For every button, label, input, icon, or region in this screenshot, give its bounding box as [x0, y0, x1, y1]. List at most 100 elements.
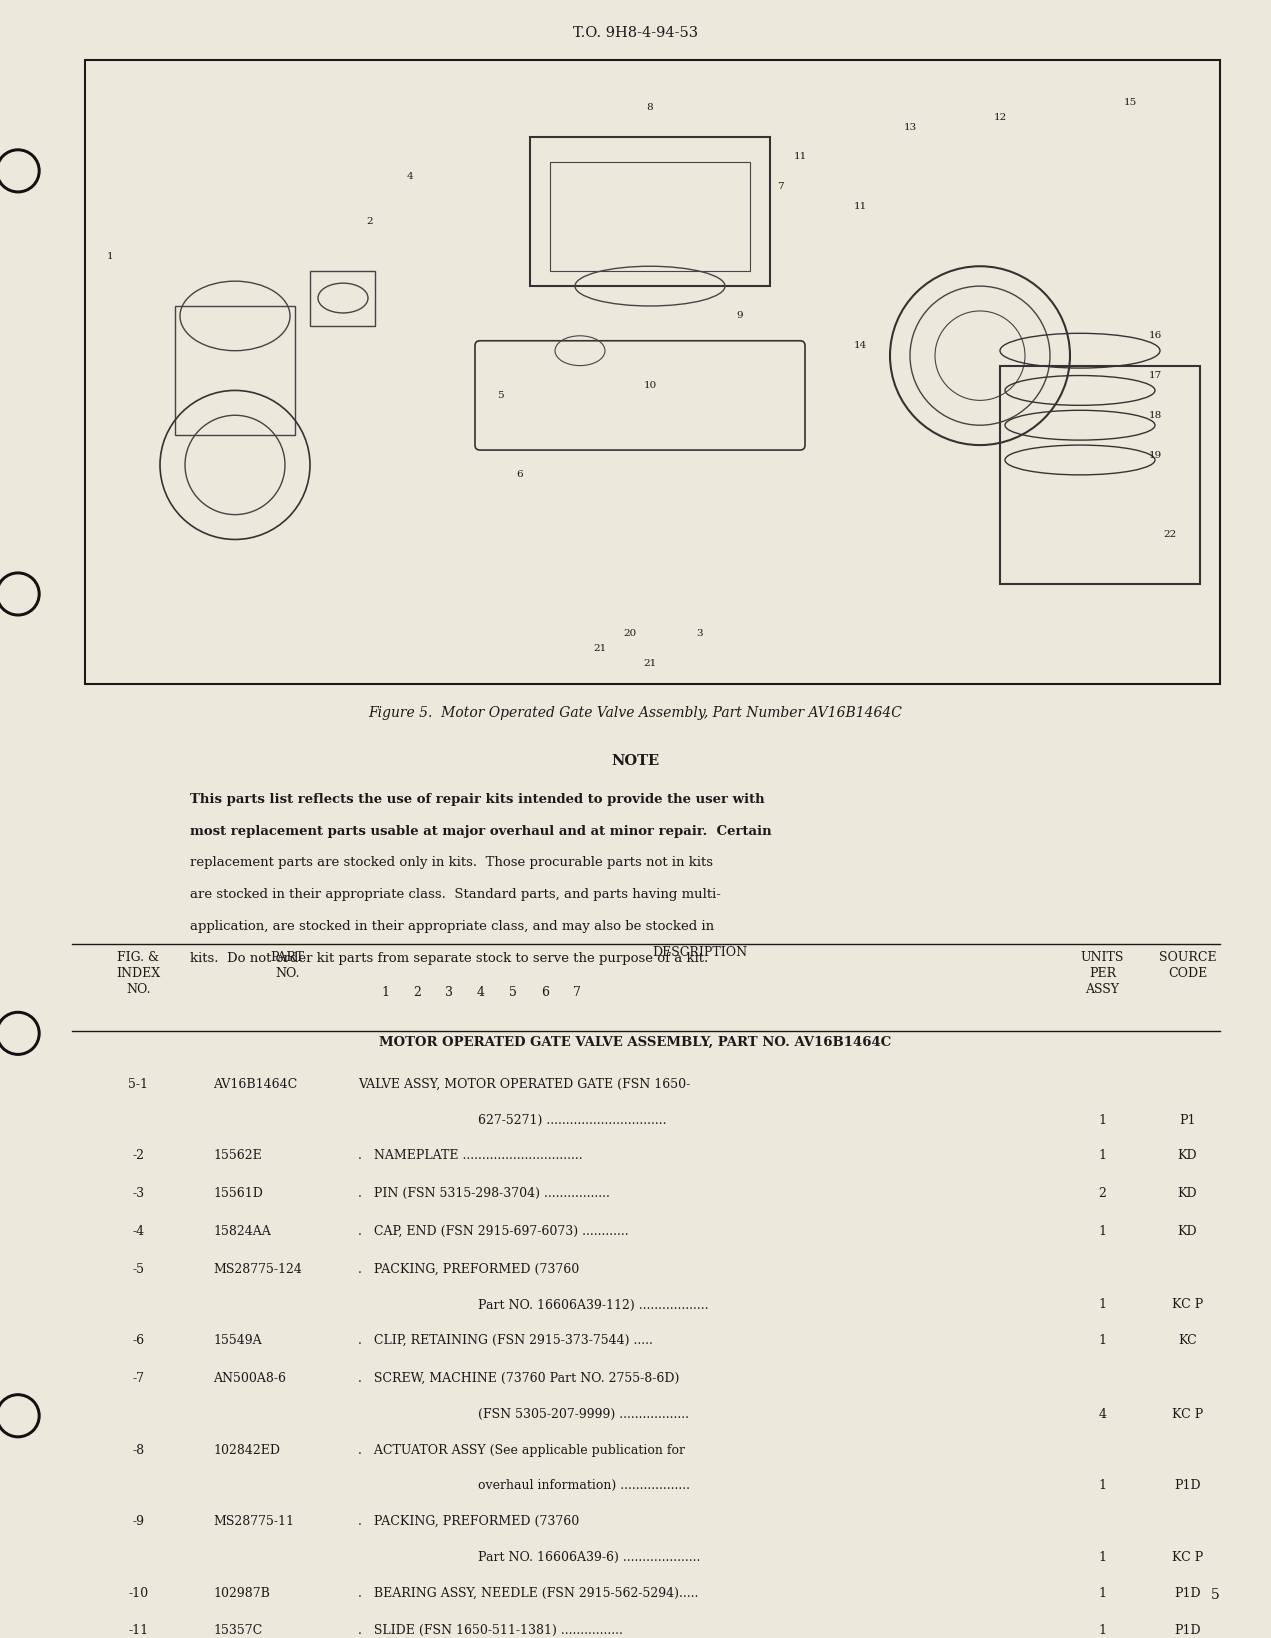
- Text: 7: 7: [777, 182, 783, 192]
- Text: 1: 1: [1098, 1587, 1107, 1600]
- Text: 3: 3: [445, 986, 452, 999]
- Text: 1: 1: [381, 986, 389, 999]
- Text: overhaul information) ..................: overhaul information) ..................: [478, 1479, 690, 1492]
- Circle shape: [0, 149, 39, 193]
- Text: 1: 1: [1098, 1225, 1107, 1238]
- Text: FIG. &
INDEX
NO.: FIG. & INDEX NO.: [117, 950, 160, 996]
- Text: 17: 17: [1149, 372, 1162, 380]
- Text: MS28775-11: MS28775-11: [214, 1515, 294, 1528]
- Circle shape: [0, 572, 39, 616]
- Text: 5-1: 5-1: [128, 1078, 149, 1091]
- Text: kits.  Do not order kit parts from separate stock to serve the purpose of a kit.: kits. Do not order kit parts from separa…: [189, 952, 708, 965]
- Text: 2: 2: [1098, 1188, 1107, 1201]
- Text: 5: 5: [497, 391, 503, 400]
- Text: 1: 1: [1098, 1150, 1107, 1163]
- Bar: [175, 306, 295, 436]
- Text: 20: 20: [623, 629, 637, 639]
- Text: AN500A8-6: AN500A8-6: [214, 1373, 286, 1386]
- Text: 18: 18: [1149, 411, 1162, 419]
- Circle shape: [0, 575, 37, 613]
- Text: 14: 14: [853, 341, 867, 351]
- Text: 6: 6: [517, 470, 524, 480]
- Text: .   SCREW, MACHINE (73760 Part NO. 2755-8-6D): . SCREW, MACHINE (73760 Part NO. 2755-8-…: [358, 1373, 680, 1386]
- Text: P1D: P1D: [1174, 1479, 1201, 1492]
- Text: -7: -7: [132, 1373, 145, 1386]
- Text: .   CAP, END (FSN 2915-697-6073) ............: . CAP, END (FSN 2915-697-6073) .........…: [358, 1225, 629, 1238]
- Text: DESCRIPTION: DESCRIPTION: [652, 945, 747, 958]
- Text: KC P: KC P: [1172, 1407, 1204, 1420]
- Text: -11: -11: [128, 1625, 149, 1638]
- Text: -6: -6: [132, 1335, 145, 1346]
- Text: 13: 13: [904, 123, 916, 131]
- Text: 102842ED: 102842ED: [214, 1443, 280, 1456]
- Bar: [550, 162, 750, 272]
- Text: 16: 16: [1149, 331, 1162, 341]
- Text: -3: -3: [132, 1188, 145, 1201]
- Text: MS28775-124: MS28775-124: [214, 1263, 302, 1276]
- Text: NOTE: NOTE: [611, 753, 660, 768]
- Text: 627-5271) ...............................: 627-5271) ..............................…: [478, 1114, 666, 1127]
- Text: 15: 15: [1124, 98, 1136, 106]
- Text: Part NO. 16606A39-6) ....................: Part NO. 16606A39-6) ...................…: [478, 1551, 700, 1564]
- Text: SOURCE
CODE: SOURCE CODE: [1159, 950, 1216, 980]
- Text: 19: 19: [1149, 450, 1162, 460]
- Text: 15549A: 15549A: [214, 1335, 262, 1346]
- Text: 8: 8: [647, 103, 653, 111]
- Text: 22: 22: [1163, 531, 1177, 539]
- Bar: [310, 272, 375, 326]
- Text: T.O. 9H8-4-94-53: T.O. 9H8-4-94-53: [573, 26, 698, 39]
- Bar: [85, 59, 1220, 683]
- Text: 1: 1: [1098, 1299, 1107, 1312]
- Text: -2: -2: [132, 1150, 145, 1163]
- Text: This parts list reflects the use of repair kits intended to provide the user wit: This parts list reflects the use of repa…: [189, 793, 765, 806]
- Text: 2: 2: [413, 986, 421, 999]
- Text: 1: 1: [1098, 1551, 1107, 1564]
- Text: .   SLIDE (FSN 1650-511-1381) ................: . SLIDE (FSN 1650-511-1381) ............…: [358, 1625, 623, 1638]
- Text: P1D: P1D: [1174, 1625, 1201, 1638]
- Text: 11: 11: [793, 152, 807, 162]
- Text: -10: -10: [128, 1587, 149, 1600]
- Text: -9: -9: [132, 1515, 145, 1528]
- Text: PART
NO.: PART NO.: [271, 950, 305, 980]
- Text: 1: 1: [1098, 1335, 1107, 1346]
- Text: 6: 6: [541, 986, 549, 999]
- Text: (FSN 5305-207-9999) ..................: (FSN 5305-207-9999) ..................: [478, 1407, 689, 1420]
- Text: .   PACKING, PREFORMED (73760: . PACKING, PREFORMED (73760: [358, 1515, 580, 1528]
- Text: P1: P1: [1179, 1114, 1196, 1127]
- Text: 1: 1: [1098, 1114, 1107, 1127]
- Text: UNITS
PER
ASSY: UNITS PER ASSY: [1080, 950, 1124, 996]
- Text: .   BEARING ASSY, NEEDLE (FSN 2915-562-5294).....: . BEARING ASSY, NEEDLE (FSN 2915-562-529…: [358, 1587, 698, 1600]
- Circle shape: [0, 1012, 39, 1055]
- Text: VALVE ASSY, MOTOR OPERATED GATE (FSN 1650-: VALVE ASSY, MOTOR OPERATED GATE (FSN 165…: [358, 1078, 690, 1091]
- Text: KD: KD: [1178, 1150, 1197, 1163]
- Text: 1: 1: [1098, 1479, 1107, 1492]
- Text: AV16B1464C: AV16B1464C: [214, 1078, 297, 1091]
- Text: most replacement parts usable at major overhaul and at minor repair.  Certain: most replacement parts usable at major o…: [189, 824, 771, 837]
- Text: 1: 1: [1098, 1625, 1107, 1638]
- Circle shape: [0, 1394, 39, 1438]
- Text: 5: 5: [510, 986, 517, 999]
- Text: .   CLIP, RETAINING (FSN 2915-373-7544) .....: . CLIP, RETAINING (FSN 2915-373-7544) ..…: [358, 1335, 653, 1346]
- Bar: [1000, 365, 1200, 585]
- Text: 15562E: 15562E: [214, 1150, 262, 1163]
- Text: Part NO. 16606A39-112) ..................: Part NO. 16606A39-112) .................…: [478, 1299, 708, 1312]
- Circle shape: [0, 1397, 37, 1435]
- Text: .   ACTUATOR ASSY (See applicable publication for: . ACTUATOR ASSY (See applicable publicat…: [358, 1443, 685, 1456]
- Text: KD: KD: [1178, 1225, 1197, 1238]
- Text: 4: 4: [1098, 1407, 1107, 1420]
- Text: KC P: KC P: [1172, 1299, 1204, 1312]
- Text: KC P: KC P: [1172, 1551, 1204, 1564]
- Text: .   NAMEPLATE ...............................: . NAMEPLATE ............................…: [358, 1150, 582, 1163]
- Text: KC: KC: [1178, 1335, 1197, 1346]
- Text: .   PACKING, PREFORMED (73760: . PACKING, PREFORMED (73760: [358, 1263, 580, 1276]
- Text: replacement parts are stocked only in kits.  Those procurable parts not in kits: replacement parts are stocked only in ki…: [189, 857, 713, 870]
- Text: 1: 1: [107, 252, 113, 260]
- Text: 4: 4: [477, 986, 486, 999]
- Text: application, are stocked in their appropriate class, and may also be stocked in: application, are stocked in their approp…: [189, 921, 714, 934]
- Text: 21: 21: [594, 644, 606, 654]
- Bar: [530, 138, 770, 287]
- Text: 21: 21: [643, 658, 657, 668]
- Text: are stocked in their appropriate class.  Standard parts, and parts having multi-: are stocked in their appropriate class. …: [189, 888, 721, 901]
- Text: 11: 11: [853, 201, 867, 211]
- Circle shape: [0, 1014, 37, 1052]
